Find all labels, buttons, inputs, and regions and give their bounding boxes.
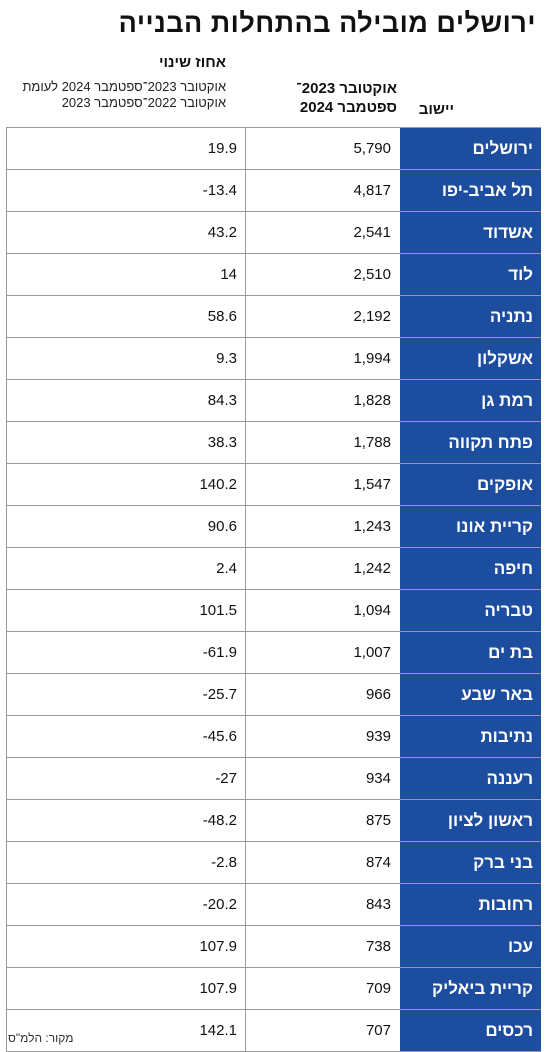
header-period-line2: ספטמבר 2024 — [299, 98, 397, 116]
change-cell: 84.3 — [6, 380, 246, 421]
table-row: 43.2 2,541 אשדוד — [6, 212, 541, 254]
table-row: -2.8 874 בני ברק — [6, 842, 541, 884]
city-cell: טבריה — [400, 590, 541, 631]
table-row: 142.1 707 רכסים — [6, 1010, 541, 1052]
table-row: -61.9 1,007 בת ים — [6, 632, 541, 674]
table-row: 101.5 1,094 טבריה — [6, 590, 541, 632]
data-table: 19.9 5,790 ירושלים -13.4 4,817 תל אביב-יפו 43.… — [6, 127, 541, 1052]
city-cell: רמת גן — [400, 380, 541, 421]
city-cell: אשקלון — [400, 338, 541, 379]
header-period: אוקטובר 2023־ ספטמבר 2024 — [246, 80, 397, 118]
city-cell: אופקים — [400, 464, 541, 505]
change-cell: 107.9 — [6, 968, 246, 1009]
period-value-cell: 875 — [365, 812, 391, 829]
period-value-cell: 1,994 — [353, 350, 391, 367]
period-value-cell: 1,094 — [353, 602, 391, 619]
period-value-cell: 934 — [365, 770, 391, 787]
city-cell: פתח תקווה — [400, 422, 541, 463]
change-cell: 101.5 — [6, 590, 246, 631]
table-row: 58.6 2,192 נתניה — [6, 296, 541, 338]
change-cell: 9.3 — [6, 338, 246, 379]
table-row: -45.6 939 נתיבות — [6, 716, 541, 758]
table-row: 107.9 738 עכו — [6, 926, 541, 968]
change-cell: 38.3 — [6, 422, 246, 463]
header-change-title: אחוז שינוי — [158, 54, 226, 71]
table-row: 14 2,510 לוד — [6, 254, 541, 296]
period-value-cell: 2,541 — [353, 224, 391, 241]
city-cell: אשדוד — [400, 212, 541, 253]
city-cell: באר שבע — [400, 674, 541, 715]
period-value-cell: 709 — [365, 980, 391, 997]
period-value-cell: 939 — [365, 728, 391, 745]
change-cell: -20.2 — [6, 884, 246, 925]
change-cell: -61.9 — [6, 632, 246, 673]
change-cell: -45.6 — [6, 716, 246, 757]
change-cell: -27 — [6, 758, 246, 799]
city-cell: נתניה — [400, 296, 541, 337]
table-row: 90.6 1,243 קריית אונו — [6, 506, 541, 548]
header-change-subtitle-line1: אוקטובר 2023־ספטמבר 2024 לעומת — [22, 79, 226, 94]
page-title: ירושלים מובילה בהתחלות הבנייה — [118, 8, 536, 38]
period-value-cell: 4,817 — [353, 182, 391, 199]
period-value-cell: 2,510 — [353, 266, 391, 283]
header-change-subtitle-line2: אוקטובר 2022־ספטמבר 2023 — [61, 95, 226, 111]
change-cell: 2.4 — [6, 548, 246, 589]
period-value-cell: 1,828 — [353, 392, 391, 409]
city-cell: בני ברק — [400, 842, 541, 883]
table-row: 9.3 1,994 אשקלון — [6, 338, 541, 380]
city-cell: ירושלים — [400, 128, 541, 169]
change-cell: 14 — [6, 254, 246, 295]
table-row: 2.4 1,242 חיפה — [6, 548, 541, 590]
change-cell: 142.1 — [6, 1010, 246, 1051]
period-value-cell: 5,790 — [353, 140, 391, 157]
change-cell: 19.9 — [6, 128, 246, 169]
period-value-cell: 707 — [365, 1022, 391, 1039]
table-row: 107.9 709 קריית ביאליק — [6, 968, 541, 1010]
period-value-cell: 1,547 — [353, 476, 391, 493]
period-value-cell: 1,242 — [353, 560, 391, 577]
change-cell: 58.6 — [6, 296, 246, 337]
header-period-line1: אוקטובר 2023־ — [296, 80, 397, 97]
change-cell: -25.7 — [6, 674, 246, 715]
change-cell: 140.2 — [6, 464, 246, 505]
change-cell: -48.2 — [6, 800, 246, 841]
city-cell: בת ים — [400, 632, 541, 673]
city-cell: עכו — [400, 926, 541, 967]
period-value-cell: 1,788 — [353, 434, 391, 451]
table-row: 84.3 1,828 רמת גן — [6, 380, 541, 422]
period-value-cell: 966 — [365, 686, 391, 703]
city-cell: לוד — [400, 254, 541, 295]
table-row: 140.2 1,547 אופקים — [6, 464, 541, 506]
city-cell: קריית ביאליק — [400, 968, 541, 1009]
header-city: יישוב — [418, 101, 454, 118]
city-cell: חיפה — [400, 548, 541, 589]
period-value-cell: 874 — [365, 854, 391, 871]
period-value-cell: 2,192 — [353, 308, 391, 325]
city-cell: רחובות — [400, 884, 541, 925]
change-cell: -2.8 — [6, 842, 246, 883]
table-row: 19.9 5,790 ירושלים — [6, 128, 541, 170]
change-cell: 43.2 — [6, 212, 246, 253]
change-cell: 90.6 — [6, 506, 246, 547]
city-cell: רעננה — [400, 758, 541, 799]
city-cell: רכסים — [400, 1010, 541, 1051]
table-row: -25.7 966 באר שבע — [6, 674, 541, 716]
source-note: מקור: הלמ"ס — [8, 1031, 74, 1045]
change-cell: -13.4 — [6, 170, 246, 211]
period-value-cell: 1,007 — [353, 644, 391, 661]
table-row: -27 934 רעננה — [6, 758, 541, 800]
table-row: -13.4 4,817 תל אביב-יפו — [6, 170, 541, 212]
table-row: -20.2 843 רחובות — [6, 884, 541, 926]
change-cell: 107.9 — [6, 926, 246, 967]
city-cell: נתיבות — [400, 716, 541, 757]
header-change-subtitle: אוקטובר 2023־ספטמבר 2024 לעומת אוקטובר 2… — [0, 79, 226, 112]
period-value-cell: 843 — [365, 896, 391, 913]
city-cell: קריית אונו — [400, 506, 541, 547]
table-row: 38.3 1,788 פתח תקווה — [6, 422, 541, 464]
city-cell: תל אביב-יפו — [400, 170, 541, 211]
period-value-cell: 738 — [365, 938, 391, 955]
city-cell: ראשון לציון — [400, 800, 541, 841]
period-value-cell: 1,243 — [353, 518, 391, 535]
table-row: -48.2 875 ראשון לציון — [6, 800, 541, 842]
